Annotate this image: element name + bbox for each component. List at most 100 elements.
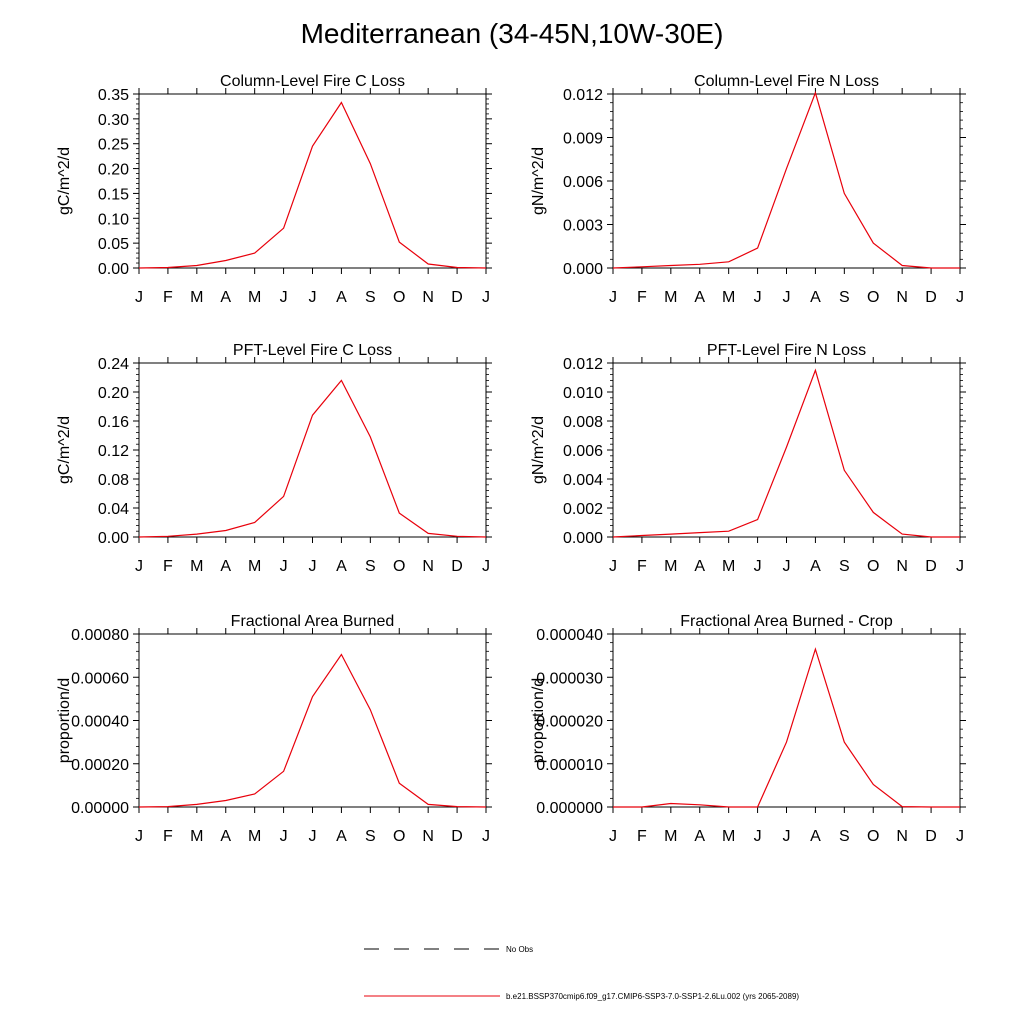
x-tick-label: A bbox=[336, 289, 347, 306]
y-tick-label: 0.012 bbox=[563, 356, 603, 373]
x-tick-label: A bbox=[810, 828, 821, 845]
y-tick-label: 0.000000 bbox=[536, 800, 603, 817]
x-tick-label: J bbox=[754, 289, 762, 306]
x-tick-label: J bbox=[309, 828, 317, 845]
x-tick-label: N bbox=[422, 289, 434, 306]
legend-label-no-obs: No Obs bbox=[506, 945, 533, 954]
x-tick-label: F bbox=[163, 828, 173, 845]
y-tick-label: 0.35 bbox=[98, 87, 129, 104]
x-tick-label: J bbox=[280, 289, 288, 306]
y-tick-label: 0.00020 bbox=[71, 757, 129, 774]
plot-frame bbox=[138, 633, 487, 808]
x-tick-label: J bbox=[783, 828, 791, 845]
y-axis-label: gC/m^2/d bbox=[56, 416, 73, 484]
plot-frame bbox=[612, 633, 961, 808]
y-tick-label: 0.010 bbox=[563, 385, 603, 402]
x-tick-label: D bbox=[451, 558, 463, 575]
x-tick-label: F bbox=[163, 289, 173, 306]
x-tick-label: S bbox=[365, 828, 376, 845]
x-tick-label: F bbox=[637, 289, 647, 306]
x-tick-label: S bbox=[839, 558, 850, 575]
plot-frame bbox=[138, 93, 487, 269]
y-tick-label: 0.20 bbox=[98, 162, 129, 179]
y-tick-label: 0.006 bbox=[563, 174, 603, 191]
y-tick-label: 0.009 bbox=[563, 131, 603, 148]
y-tick-label: 0.003 bbox=[563, 218, 603, 235]
x-tick-label: M bbox=[664, 558, 677, 575]
x-tick-label: M bbox=[190, 558, 203, 575]
y-tick-label: 0.00040 bbox=[71, 714, 129, 731]
panel-title: Fractional Area Burned bbox=[231, 613, 395, 630]
x-tick-label: A bbox=[694, 289, 705, 306]
y-tick-label: 0.008 bbox=[563, 414, 603, 431]
x-tick-label: M bbox=[190, 828, 203, 845]
y-tick-label: 0.00 bbox=[98, 261, 129, 278]
x-tick-label: O bbox=[393, 828, 405, 845]
x-tick-label: D bbox=[451, 828, 463, 845]
y-axis-label: proportion/d bbox=[530, 678, 547, 763]
x-tick-label: A bbox=[336, 828, 347, 845]
x-tick-label: A bbox=[810, 558, 821, 575]
x-tick-label: A bbox=[810, 289, 821, 306]
y-tick-label: 0.20 bbox=[98, 385, 129, 402]
y-axis-label: gN/m^2/d bbox=[530, 416, 547, 484]
plot-frame bbox=[612, 362, 961, 538]
y-tick-label: 0.002 bbox=[563, 501, 603, 518]
y-tick-label: 0.00060 bbox=[71, 670, 129, 687]
series-line bbox=[612, 90, 960, 269]
x-tick-label: A bbox=[336, 558, 347, 575]
y-tick-label: 0.000 bbox=[563, 530, 603, 547]
x-tick-label: O bbox=[867, 289, 879, 306]
y-tick-label: 0.30 bbox=[98, 112, 129, 129]
panel-title: PFT-Level Fire C Loss bbox=[233, 342, 392, 359]
y-tick-label: 0.000030 bbox=[536, 670, 603, 687]
plot-frame bbox=[612, 93, 961, 269]
y-tick-label: 0.04 bbox=[98, 501, 129, 518]
series-line bbox=[612, 368, 960, 538]
x-tick-label: M bbox=[248, 558, 261, 575]
x-tick-label: M bbox=[664, 828, 677, 845]
x-tick-label: J bbox=[956, 828, 964, 845]
panel-title: Column-Level Fire C Loss bbox=[220, 73, 405, 90]
x-tick-label: J bbox=[609, 558, 617, 575]
x-tick-label: S bbox=[365, 558, 376, 575]
legend-label-model: b.e21.BSSP370cmip6.f09_g17.CMIP6-SSP3-7.… bbox=[506, 992, 799, 1001]
y-tick-label: 0.000 bbox=[563, 261, 603, 278]
x-tick-label: D bbox=[451, 289, 463, 306]
series-line bbox=[138, 101, 487, 269]
x-tick-label: N bbox=[896, 289, 908, 306]
x-tick-label: N bbox=[896, 558, 908, 575]
x-tick-label: O bbox=[393, 289, 405, 306]
x-tick-label: M bbox=[722, 828, 735, 845]
x-tick-label: D bbox=[925, 558, 937, 575]
y-axis-label: gN/m^2/d bbox=[530, 147, 547, 215]
x-tick-label: N bbox=[422, 828, 434, 845]
x-tick-label: J bbox=[783, 289, 791, 306]
y-tick-label: 0.08 bbox=[98, 472, 129, 489]
x-tick-label: A bbox=[220, 828, 231, 845]
x-tick-label: S bbox=[839, 828, 850, 845]
x-tick-label: O bbox=[867, 558, 879, 575]
x-tick-label: J bbox=[754, 558, 762, 575]
y-tick-label: 0.00080 bbox=[71, 627, 129, 644]
y-tick-label: 0.000010 bbox=[536, 757, 603, 774]
x-tick-label: D bbox=[925, 828, 937, 845]
x-tick-label: S bbox=[839, 289, 850, 306]
x-tick-label: J bbox=[482, 558, 490, 575]
panel-title: Fractional Area Burned - Crop bbox=[680, 613, 893, 630]
x-tick-label: D bbox=[925, 289, 937, 306]
x-tick-label: F bbox=[637, 828, 647, 845]
x-tick-label: M bbox=[248, 828, 261, 845]
x-tick-label: J bbox=[609, 289, 617, 306]
y-tick-label: 0.05 bbox=[98, 236, 129, 253]
x-tick-label: O bbox=[867, 828, 879, 845]
x-tick-label: J bbox=[956, 289, 964, 306]
x-tick-label: N bbox=[422, 558, 434, 575]
x-tick-label: J bbox=[309, 558, 317, 575]
y-tick-label: 0.000040 bbox=[536, 627, 603, 644]
y-tick-label: 0.00000 bbox=[71, 800, 129, 817]
panel-title: PFT-Level Fire N Loss bbox=[707, 342, 866, 359]
y-tick-label: 0.12 bbox=[98, 443, 129, 460]
